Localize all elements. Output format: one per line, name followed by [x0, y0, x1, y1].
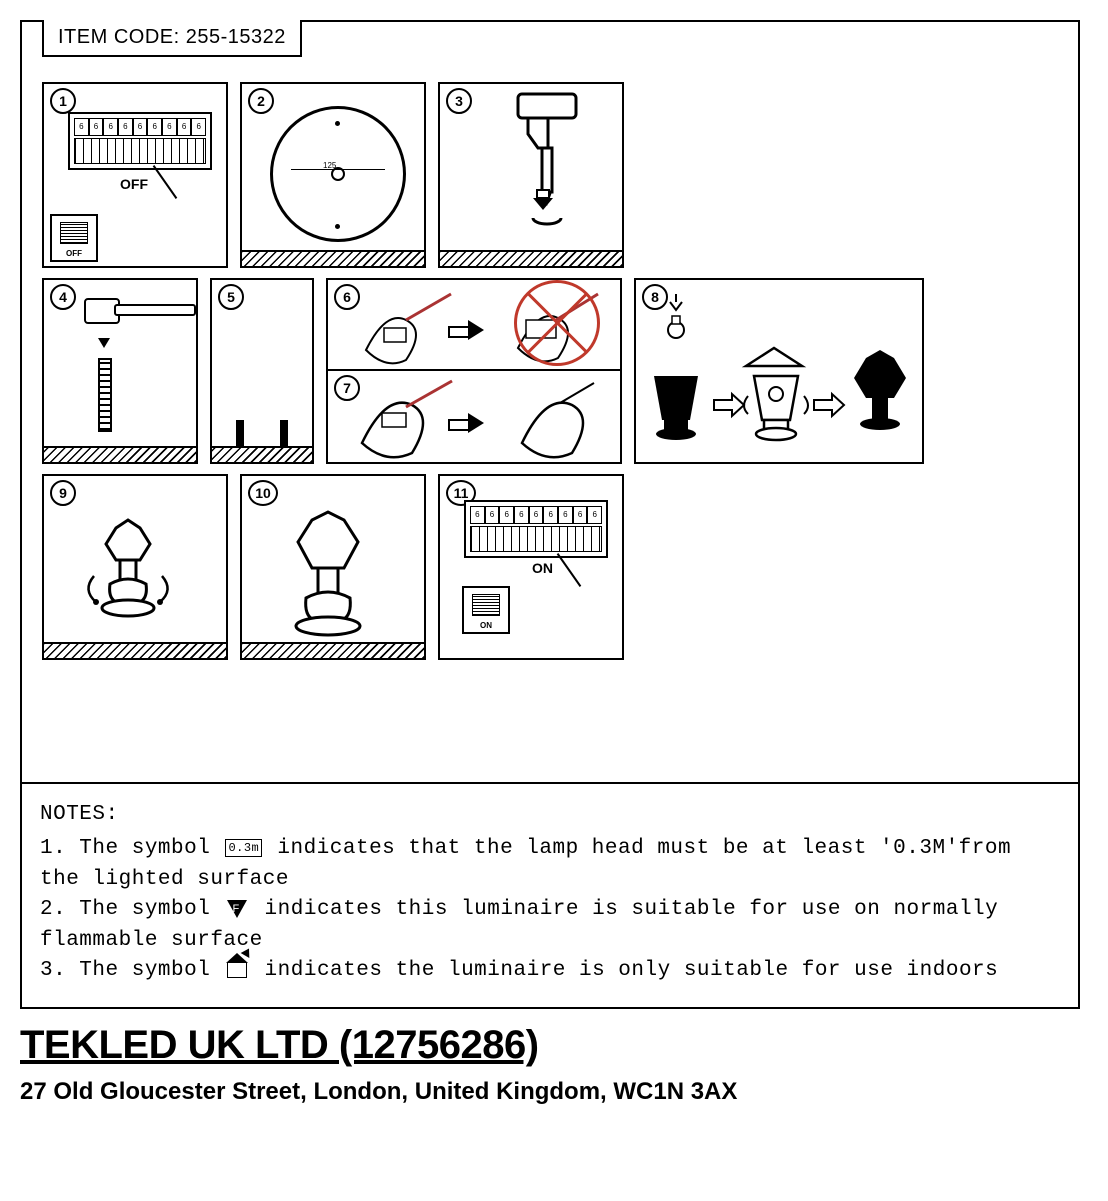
hammer-handle	[114, 304, 196, 316]
document-frame: ITEM CODE: 255-15322 1 666666666 OFF 2	[20, 20, 1080, 1009]
step-11: 11 666666666 ON	[438, 474, 624, 660]
step-7: 7	[326, 370, 622, 464]
step-10: 10	[240, 474, 426, 660]
ground-hatch	[44, 446, 196, 462]
step-number: 2	[248, 88, 274, 114]
step-2: 2 125	[240, 82, 426, 268]
on-label: ON	[532, 560, 553, 576]
ground-hatch	[212, 446, 312, 462]
pointer	[153, 165, 178, 199]
step-1: 1 666666666 OFF	[42, 82, 228, 268]
flammable-symbol-icon	[227, 900, 247, 918]
peg-icon	[280, 420, 288, 448]
prohibited-icon	[514, 280, 600, 366]
switch-off-icon	[50, 214, 98, 262]
assembly-icon	[636, 280, 926, 466]
arrow-right-icon	[468, 320, 484, 340]
ground-hatch	[242, 642, 424, 658]
lamp-final-icon	[242, 476, 428, 662]
drill-icon	[440, 84, 626, 270]
step-5: 5	[210, 278, 314, 464]
step-8: 8	[634, 278, 924, 464]
ground-hatch	[440, 250, 622, 266]
step-4: 4	[42, 278, 198, 464]
dim-text: 125	[323, 161, 336, 170]
pointer	[557, 553, 582, 587]
anchor-icon	[98, 358, 112, 432]
breaker-icon: 666666666	[68, 112, 212, 170]
switch-on-icon	[462, 586, 510, 634]
off-label: OFF	[120, 176, 148, 192]
step-9: 9	[42, 474, 228, 660]
note-text: 1. The symbol	[40, 837, 210, 860]
note-text: 3. The symbol	[40, 959, 210, 982]
row-2: 4 5 6	[42, 278, 1058, 464]
step-6: 6	[326, 278, 622, 370]
step-number: 5	[218, 284, 244, 310]
indoor-symbol-icon	[227, 962, 247, 978]
row-3: 9 10	[42, 474, 1058, 660]
ground-hatch	[242, 250, 424, 266]
distance-symbol-icon: 0.3m	[225, 839, 262, 857]
arrow-down-icon	[98, 338, 110, 348]
breaker-icon: 666666666	[464, 500, 608, 558]
notes-title: NOTES:	[40, 800, 1060, 830]
note-1: 1. The symbol 0.3m indicates that the la…	[40, 834, 1060, 895]
step-number: 1	[50, 88, 76, 114]
footer: TEKLED UK LTD (12756286) 27 Old Gloucest…	[20, 1023, 1088, 1106]
diagram-area: 1 666666666 OFF 2 125	[22, 22, 1078, 782]
peg-icon	[236, 420, 244, 448]
note-2: 2. The symbol indicates this luminaire i…	[40, 895, 1060, 956]
lamp-fixing-icon	[44, 476, 230, 662]
row-1: 1 666666666 OFF 2 125	[42, 82, 1058, 268]
company-name: TEKLED UK LTD (12756286)	[20, 1023, 1088, 1068]
notes-section: NOTES: 1. The symbol 0.3m indicates that…	[22, 782, 1078, 1007]
company-address: 27 Old Gloucester Street, London, United…	[20, 1078, 1088, 1106]
note-text: 2. The symbol	[40, 898, 210, 921]
note-3: 3. The symbol indicates the luminaire is…	[40, 956, 1060, 986]
ground-hatch	[44, 642, 226, 658]
note-text: indicates the luminaire is only suitable…	[265, 959, 999, 982]
steps-6-7: 6	[326, 278, 622, 464]
step-3: 3	[438, 82, 624, 268]
step-number: 4	[50, 284, 76, 310]
base-plate-icon: 125	[270, 106, 406, 242]
arrow-right-icon	[468, 413, 484, 433]
